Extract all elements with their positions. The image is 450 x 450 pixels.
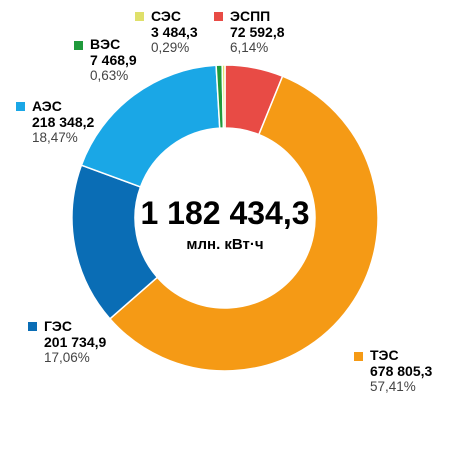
legend-value-aes: 218 348,2 [32,114,95,130]
legend-name-tes: ТЭС [370,347,399,363]
center-total-label: 1 182 434,3 [140,195,310,231]
legend-percent-ges: 17,06% [44,350,90,365]
legend-value-ges: 201 734,9 [44,334,107,350]
legend-swatch-espp [214,12,223,21]
legend-percent-aes: 18,47% [32,130,78,145]
legend-swatch-aes [16,102,25,111]
legend-percent-espp: 6,14% [230,40,269,55]
legend-name-ves: ВЭС [90,36,121,52]
legend-percent-ves: 0,63% [90,68,129,83]
legend-swatch-ves [74,41,83,50]
legend-name-ges: ГЭС [44,318,73,334]
legend-percent-tes: 57,41% [370,379,416,394]
legend-name-ses: СЭС [151,8,181,24]
legend-name-aes: АЭС [32,98,62,114]
center-unit-label: млн. кВт·ч [186,236,264,253]
donut-slice-tes [108,75,379,372]
legend-name-espp: ЭСПП [230,8,271,24]
legend-value-ses: 3 484,3 [151,24,198,40]
legend-value-ves: 7 468,9 [90,52,137,68]
legend-value-espp: 72 592,8 [230,24,285,40]
donut-slice-ses [221,64,226,129]
legend-swatch-tes [354,352,363,361]
legend-swatch-ges [28,322,37,331]
legend-value-tes: 678 805,3 [370,363,433,379]
legend-swatch-ses [135,12,144,21]
legend-percent-ses: 0,29% [151,40,190,55]
